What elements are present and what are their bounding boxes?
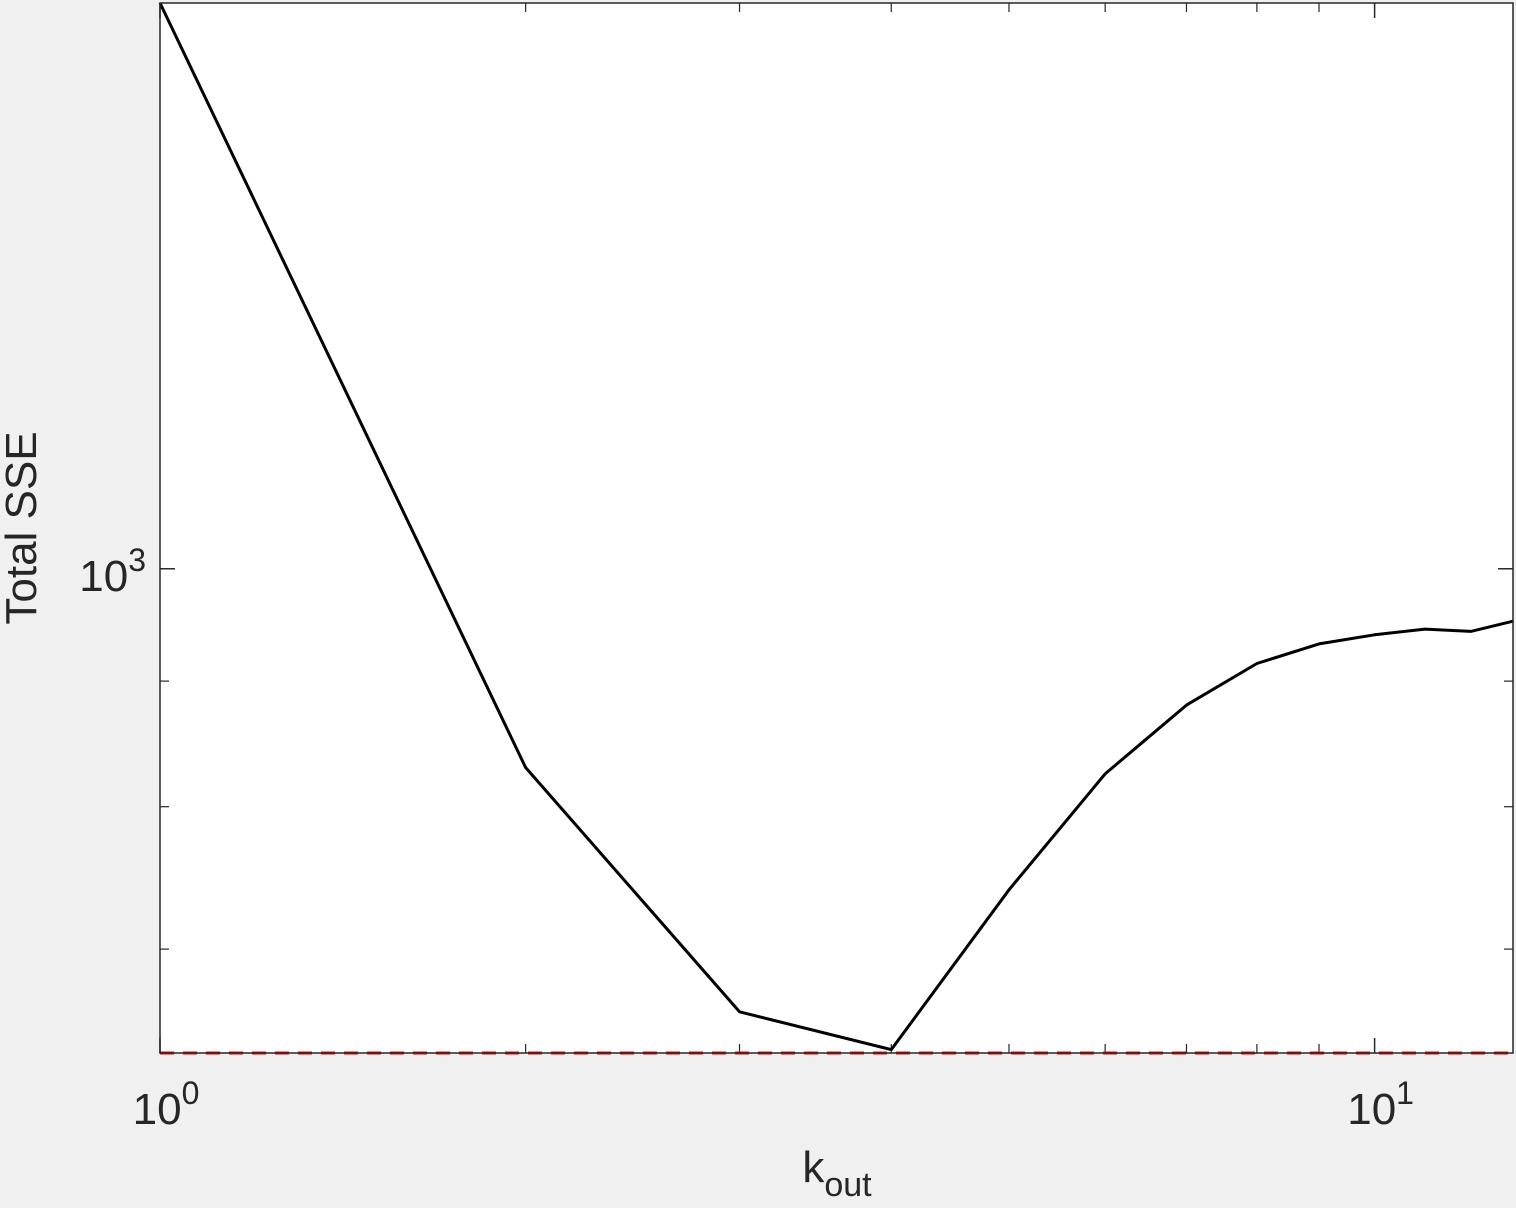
minor-ticks — [160, 3, 1513, 1053]
x-axis-label-subscript: out — [824, 1166, 872, 1204]
x-axis-label-main: k — [802, 1143, 825, 1192]
tick-labels: 100 101 103 — [79, 542, 1414, 1134]
axes-box — [159, 2, 1514, 1054]
plot-area — [160, 3, 1513, 1053]
sse-line — [158, 2, 1514, 1052]
y-tick-label: 103 — [79, 542, 146, 601]
major-ticks — [159, 3, 1513, 1053]
x-tick-label: 100 — [133, 1075, 200, 1134]
x-axis-label: kout — [802, 1143, 872, 1204]
x-tick-label: 101 — [1347, 1075, 1414, 1134]
y-axis-label: Total SSE — [0, 431, 46, 624]
